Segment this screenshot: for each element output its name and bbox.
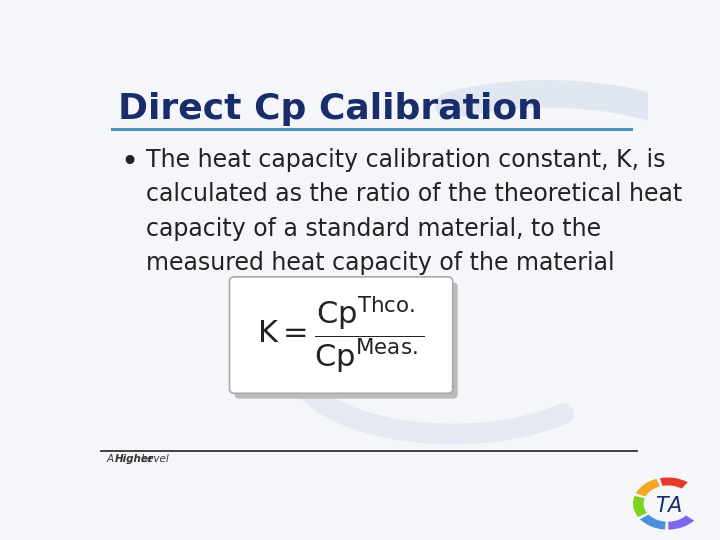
Wedge shape	[633, 496, 647, 517]
Wedge shape	[660, 477, 688, 489]
Text: •: •	[121, 148, 139, 177]
Text: Direct Cp Calibration: Direct Cp Calibration	[118, 92, 543, 126]
Text: capacity of a standard material, to the: capacity of a standard material, to the	[145, 217, 601, 241]
FancyBboxPatch shape	[235, 282, 458, 399]
Text: $\mathit{TA}$: $\mathit{TA}$	[654, 496, 683, 516]
Wedge shape	[636, 479, 660, 496]
Text: Level: Level	[138, 454, 168, 463]
Text: calculated as the ratio of the theoretical heat: calculated as the ratio of the theoretic…	[145, 183, 682, 206]
Text: The heat capacity calibration constant, K, is: The heat capacity calibration constant, …	[145, 148, 665, 172]
Text: Higher: Higher	[114, 454, 153, 463]
Text: $\mathrm{K} = \dfrac{\mathrm{Cp}^{\mathrm{Thco.}}}{\mathrm{Cp}^{\mathrm{Meas.}}}: $\mathrm{K} = \dfrac{\mathrm{Cp}^{\mathr…	[257, 295, 425, 375]
Text: measured heat capacity of the material: measured heat capacity of the material	[145, 252, 614, 275]
FancyBboxPatch shape	[230, 277, 453, 393]
Text: A: A	[107, 454, 117, 463]
Wedge shape	[640, 515, 666, 530]
Wedge shape	[668, 516, 694, 530]
